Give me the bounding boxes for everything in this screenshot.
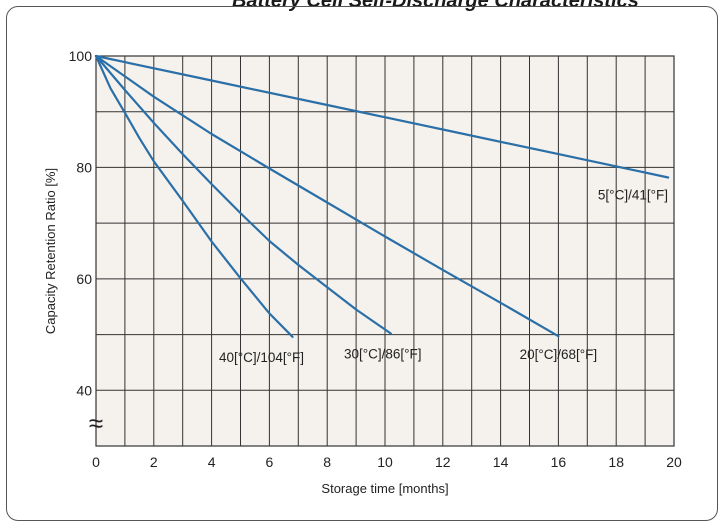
series-line bbox=[94, 54, 392, 335]
x-tick-label: 16 bbox=[551, 454, 567, 470]
chart-frame bbox=[6, 6, 718, 521]
series-label: 20[°C]/68[°F] bbox=[520, 347, 598, 362]
x-tick-label: 8 bbox=[323, 454, 331, 470]
grid-lines bbox=[96, 56, 674, 446]
x-tick-label: 2 bbox=[150, 454, 158, 470]
x-tick-label: 18 bbox=[608, 454, 624, 470]
series-lines bbox=[94, 54, 670, 338]
x-tick-label: 0 bbox=[92, 454, 100, 470]
axis-break-icon: ≈ bbox=[89, 408, 103, 438]
x-tick-label: 14 bbox=[493, 454, 509, 470]
series-label: 5[°C]/41[°F] bbox=[598, 187, 668, 202]
x-tick-label: 10 bbox=[377, 454, 393, 470]
x-tick-label: 6 bbox=[266, 454, 274, 470]
y-tick-label: 40 bbox=[76, 382, 92, 398]
series-label: 40[°C]/104[°F] bbox=[219, 350, 304, 365]
series-line bbox=[94, 54, 560, 338]
series-labels: 5[°C]/41[°F] 20[°C]/68[°F] 30[°C]/86[°F] 40… bbox=[219, 187, 668, 364]
y-axis-title: Capacity Retention Ratio [%] bbox=[43, 168, 58, 334]
x-tick-label: 4 bbox=[208, 454, 216, 470]
series-line bbox=[94, 54, 294, 338]
y-tick-label: 60 bbox=[76, 271, 92, 287]
y-tick-label: 80 bbox=[76, 159, 92, 175]
x-tick-labels: 0 2 4 6 8 10 12 14 16 18 20 bbox=[92, 454, 682, 470]
x-tick-label: 12 bbox=[435, 454, 451, 470]
y-tick-label: 100 bbox=[69, 48, 93, 64]
x-tick-label: 20 bbox=[666, 454, 682, 470]
series-line bbox=[94, 54, 670, 179]
x-axis-title: Storage time [months] bbox=[321, 481, 448, 496]
y-tick-labels: 40 60 80 100 bbox=[69, 48, 93, 398]
series-label: 30[°C]/86[°F] bbox=[344, 346, 422, 361]
